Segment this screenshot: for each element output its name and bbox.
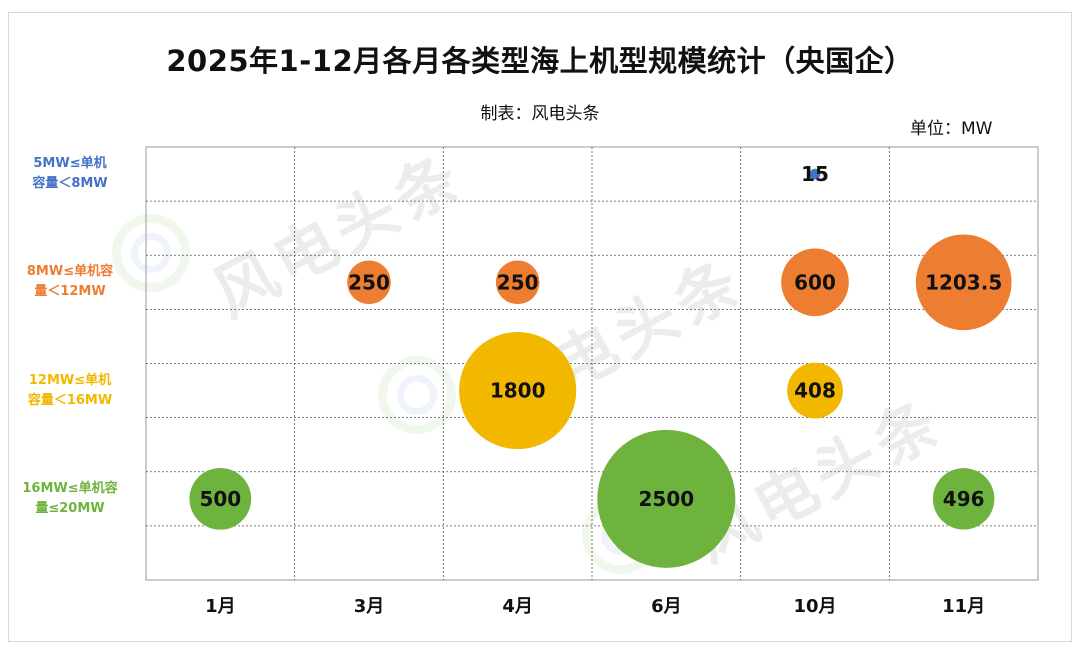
x-tick-label: 3月 [353, 596, 385, 617]
chart-frame [8, 12, 1072, 642]
x-tick-label: 1月 [205, 596, 236, 617]
bubble-data-label: 600 [794, 270, 836, 294]
chart-title: 2025年1-12月各月各类型海上机型规模统计（央国企） [166, 44, 914, 78]
unit-label: 单位：MW [910, 119, 993, 139]
bubble-data-label: 2500 [638, 487, 694, 511]
bubble-data-label: 15 [801, 162, 829, 186]
bubble [597, 429, 736, 568]
bubble-data-label: 408 [794, 379, 836, 403]
bubble [915, 234, 1012, 331]
bubble [809, 168, 821, 180]
chart-subtitle: 制表：风电头条 [480, 104, 600, 124]
x-tick-label: 6月 [651, 596, 682, 617]
y-category-label: 16MW≤单机容 量≤20MW [22, 480, 118, 516]
y-category-label: 8MW≤单机容 量＜12MW [26, 264, 114, 300]
x-tick-label: 11月 [942, 596, 986, 617]
bubble-data-label: 1800 [490, 379, 546, 403]
bubble [781, 248, 849, 317]
bubble-data-label: 496 [943, 487, 985, 511]
bubble-data-label: 500 [199, 487, 241, 511]
bubble [347, 260, 391, 305]
bubble [459, 332, 577, 450]
y-category-label: 5MW≤单机 容量＜8MW [32, 156, 108, 192]
bubble-data-label: 1203.5 [925, 270, 1002, 294]
bubble [932, 468, 995, 530]
bubble [495, 260, 540, 305]
x-tick-label: 10月 [793, 596, 837, 617]
bubble [189, 467, 252, 530]
y-category-label: 12MW≤单机 容量＜16MW [27, 372, 113, 408]
bubble [787, 362, 843, 419]
x-tick-label: 4月 [502, 596, 533, 617]
bubble-data-label: 250 [497, 270, 539, 294]
bubble-data-label: 250 [348, 270, 390, 294]
